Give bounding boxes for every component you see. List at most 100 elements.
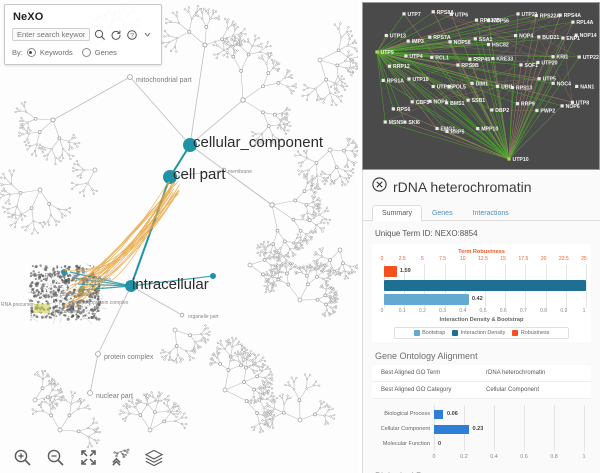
refresh-icon[interactable] xyxy=(109,28,122,41)
gene-node-label[interactable]: UTP18 xyxy=(413,77,429,83)
legend-item[interactable]: Interaction Density xyxy=(452,330,505,336)
tree-node-label[interactable]: intracellular xyxy=(132,276,209,293)
gene-node-label[interactable]: UTP10 xyxy=(513,157,529,163)
gene-node-label[interactable]: RPS9B xyxy=(461,63,479,69)
help-icon[interactable]: ? xyxy=(125,28,138,41)
gene-interaction-network[interactable]: UTP9 UTP7 RPS8A UTP6 RPS17B NOP56 UTP21 RPS22A R… xyxy=(362,2,600,170)
gene-node-label[interactable]: RRP45 xyxy=(473,57,490,63)
gene-node-label[interactable]: NOP6 xyxy=(566,104,580,110)
gene-node-label[interactable]: UTP5 xyxy=(543,77,556,83)
zoom-in-icon[interactable] xyxy=(12,447,32,467)
gene-node-label[interactable]: NOP56 xyxy=(492,19,509,25)
layers-icon[interactable] xyxy=(144,447,164,467)
gene-node-label[interactable]: UTP22 xyxy=(583,55,599,61)
gene-node-label[interactable]: MSN5 xyxy=(389,120,404,126)
gene-node-label[interactable]: RPS13 xyxy=(516,86,533,92)
ontology-tree-view[interactable]: NeXO ? By: Keywords xyxy=(0,0,358,473)
tree-toolbar[interactable] xyxy=(0,441,358,473)
search-panel[interactable]: NeXO ? By: Keywords xyxy=(4,4,162,65)
gene-node-label[interactable]: POL5 xyxy=(452,85,466,91)
gene-node-label[interactable]: EMG1 xyxy=(441,127,456,133)
tab-genes[interactable]: Genes xyxy=(431,210,453,217)
gene-node-label[interactable]: UTP15 xyxy=(437,85,453,91)
gene-node-label[interactable]: SSA1 xyxy=(479,37,493,43)
search-input[interactable] xyxy=(12,28,90,41)
tree-node-label[interactable]: protein complex xyxy=(76,277,112,283)
gene-node-label[interactable]: KRI1 xyxy=(557,55,569,61)
info-panel-tabs[interactable]: Summary Genes Interactions xyxy=(363,200,600,221)
tree-node-label[interactable]: organelle part xyxy=(188,314,219,320)
gene-node-label[interactable]: UTP4 xyxy=(409,54,422,60)
gene-node-label[interactable]: UTP21 xyxy=(522,12,538,18)
gene-node-label[interactable]: IMP3 xyxy=(412,39,424,45)
gene-node-label[interactable]: RPS1A xyxy=(387,78,405,84)
radio-keywords[interactable] xyxy=(26,48,36,57)
gene-node-label[interactable]: SKI6 xyxy=(408,120,420,126)
tree-node-label[interactable]: ribosomal subunit xyxy=(60,292,100,298)
tab-interactions[interactable]: Interactions xyxy=(472,210,509,217)
gene-node-label[interactable]: RPS17B xyxy=(480,18,500,24)
fit-to-screen-icon[interactable] xyxy=(78,447,98,467)
gene-node-label[interactable]: SSB1 xyxy=(472,98,486,104)
tree-node-label[interactable]: protein complex xyxy=(104,354,154,361)
gene-node-label[interactable]: NAN1 xyxy=(580,84,594,90)
tab-summary[interactable]: Summary xyxy=(372,205,422,221)
axis-tick-label: 22.5 xyxy=(558,256,569,262)
gene-node-label[interactable]: ENP1 xyxy=(566,36,580,42)
gene-node-label[interactable]: SOF1 xyxy=(525,63,539,69)
gene-node-label[interactable]: RRP9 xyxy=(521,102,535,108)
term-info-panel[interactable]: rDNA heterochromatin Summary Genes Inter… xyxy=(362,170,600,473)
gene-node-label[interactable]: NOP4 xyxy=(519,34,533,40)
close-circle-icon[interactable] xyxy=(372,177,387,197)
radio-genes[interactable] xyxy=(81,48,91,57)
gene-node-label[interactable]: UTP13 xyxy=(390,34,406,40)
gene-node-label[interactable]: BUD21 xyxy=(542,35,559,41)
gene-node-label[interactable]: RRP12 xyxy=(393,64,410,70)
tree-node-label[interactable]: membrane xyxy=(228,169,252,175)
legend-item[interactable]: Robustness xyxy=(512,330,549,336)
gene-node-label[interactable]: CBF5 xyxy=(416,100,430,106)
gene-node-label[interactable]: BMS1 xyxy=(450,101,465,107)
gene-node-label[interactable]: RCL1 xyxy=(435,55,449,61)
gene-node-label[interactable]: DIM1 xyxy=(476,81,489,87)
gene-node-label[interactable]: RPS22A xyxy=(540,14,560,20)
collapse-tree-icon[interactable] xyxy=(111,447,131,467)
gene-node-label[interactable]: PWP2 xyxy=(540,109,555,115)
tree-graph[interactable] xyxy=(0,0,358,473)
gene-node-label[interactable]: UTP9 xyxy=(381,50,394,56)
tree-node-label[interactable]: RPL7A xyxy=(45,273,61,279)
gene-node-label[interactable]: RPS4A xyxy=(564,13,582,19)
tree-node-label[interactable]: mitochondrial part xyxy=(136,77,192,84)
gene-node-label[interactable]: KRE33 xyxy=(496,57,513,63)
gene-node-label[interactable]: UTP8 xyxy=(576,100,589,106)
axis-tick-label: 0.8 xyxy=(550,454,558,460)
tree-node-label[interactable]: preribosome xyxy=(52,309,80,315)
gene-node-label[interactable]: HSC82 xyxy=(492,43,509,49)
gene-node-label[interactable]: RPS7A xyxy=(433,35,451,41)
gene-node-label[interactable]: UTP7 xyxy=(408,12,421,18)
tree-node-label[interactable]: ribonucleoprotein complex xyxy=(70,300,129,306)
gene-node-label[interactable]: DBP2 xyxy=(495,108,509,114)
legend-item[interactable]: Bootstrap xyxy=(413,330,445,336)
tree-node-label[interactable]: cell part xyxy=(173,166,226,183)
tree-node-label[interactable]: cellular_component xyxy=(193,134,324,151)
gene-node-label[interactable]: RPL4A xyxy=(576,20,593,26)
gene-node-label[interactable]: RPS6 xyxy=(397,107,411,113)
gene-node-label[interactable]: NOP58 xyxy=(454,40,471,46)
gene-node-label[interactable]: RRP5 xyxy=(451,129,465,135)
gene-node-label[interactable]: NOP14 xyxy=(580,33,597,39)
tree-node-label[interactable]: nuclear part xyxy=(96,393,133,400)
chevron-down-icon[interactable] xyxy=(141,28,154,41)
search-icon[interactable] xyxy=(93,28,106,41)
gene-node-label[interactable]: NOC4 xyxy=(557,81,572,87)
gene-node-label[interactable]: MPP10 xyxy=(481,127,498,133)
search-by-row[interactable]: By: Keywords Genes xyxy=(12,48,154,57)
zoom-out-icon[interactable] xyxy=(45,447,65,467)
tree-node-label[interactable]: RNA precursor xyxy=(1,302,34,308)
gene-node-label[interactable]: NOP1 xyxy=(434,99,448,105)
gene-node-label[interactable]: UBI1 xyxy=(501,84,513,90)
gene-node-label[interactable]: UTP20 xyxy=(541,61,557,67)
gene-node-label[interactable]: RPS8A xyxy=(437,10,455,16)
gene-node-label[interactable]: UTP6 xyxy=(455,12,468,18)
